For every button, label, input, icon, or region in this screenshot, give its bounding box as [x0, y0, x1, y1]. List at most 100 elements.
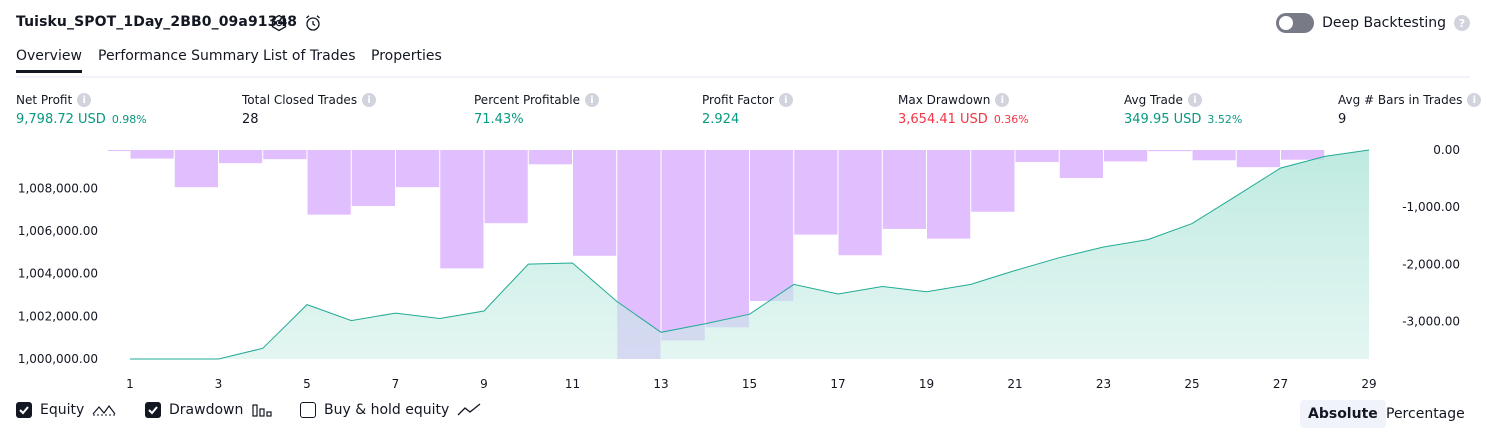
y-right-tick-label: -1,000.00 — [1402, 200, 1460, 214]
drawdown-bar — [1015, 150, 1059, 163]
equity-drawdown-chart: 1,000,000.00 1,002,000.00 1,004,000.00 1,00… — [18, 143, 1460, 391]
tab-list-of-trades[interactable]: List of Trades — [263, 48, 356, 64]
bar-chart-icon — [252, 404, 272, 417]
deep-backtesting-toggle[interactable] — [1276, 13, 1315, 33]
metric-label-text: Profit Factor — [702, 93, 774, 107]
legend-buy-hold-label: Buy & hold equity — [324, 402, 450, 418]
drawdown-bar — [307, 150, 351, 215]
percentage-button[interactable]: Percentage — [1386, 406, 1465, 422]
buy-hold-checkbox[interactable] — [300, 402, 316, 418]
tab-overview[interactable]: Overview — [16, 48, 82, 73]
info-icon[interactable]: i — [1187, 93, 1202, 107]
metric-percent-profitable: Percent Profitable i 71.43% — [474, 93, 599, 127]
info-icon[interactable]: i — [778, 93, 793, 107]
metric-profit-factor: Profit Factor i 2.924 — [702, 93, 793, 127]
absolute-button[interactable]: Absolute — [1300, 400, 1386, 428]
x-tick-label: 5 — [303, 377, 311, 391]
metric-value: 71.43% — [474, 112, 524, 127]
drawdown-bar — [219, 150, 263, 164]
tab-properties[interactable]: Properties — [371, 48, 442, 64]
drawdown-bar — [1148, 150, 1192, 152]
legend-drawdown[interactable]: Drawdown — [145, 402, 273, 418]
x-tick-label: 29 — [1361, 377, 1376, 391]
metric-value-row: 349.95 USD 3.52% — [1124, 112, 1242, 127]
metric-label: Avg Trade i — [1124, 93, 1242, 107]
x-tick-label: 3 — [215, 377, 223, 391]
drawdown-bar — [705, 150, 749, 328]
y-left-tick-label: 1,006,000.00 — [18, 224, 98, 238]
drawdown-bar — [440, 150, 484, 269]
metric-value: 9,798.72 USD — [16, 112, 106, 127]
drawdown-bar — [838, 150, 882, 256]
drawdown-bar — [396, 150, 440, 188]
metric-label-text: Net Profit — [16, 93, 73, 107]
tab-performance-summary[interactable]: Performance Summary — [98, 48, 259, 64]
metric-value: 9 — [1338, 112, 1347, 127]
drawdown-checkbox[interactable] — [145, 402, 161, 418]
x-tick-label: 9 — [480, 377, 488, 391]
info-icon[interactable]: i — [995, 93, 1010, 107]
deep-backtesting-label: Deep Backtesting — [1322, 15, 1446, 31]
metric-value-row: 9,798.72 USD 0.98% — [16, 112, 147, 127]
metric-label: Profit Factor i — [702, 93, 793, 107]
drawdown-bar — [484, 150, 528, 224]
y-right-tick-label: -3,000.00 — [1402, 315, 1460, 329]
info-icon[interactable]: i — [362, 93, 377, 107]
drawdown-bar — [263, 150, 307, 160]
metric-value: 2.924 — [702, 112, 740, 127]
x-tick-label: 13 — [653, 377, 668, 391]
alarm-clock-icon[interactable] — [303, 13, 323, 33]
help-icon[interactable]: ? — [1454, 15, 1470, 31]
metric-avg-bars-in-trades: Avg # Bars in Trades i 9 — [1338, 93, 1482, 127]
metric-label-text: Total Closed Trades — [242, 93, 358, 107]
legend-buy-hold[interactable]: Buy & hold equity — [300, 402, 481, 418]
y-left-tick-label: 1,008,000.00 — [18, 181, 98, 195]
deep-backtesting-control: Deep Backtesting ? — [1276, 13, 1470, 33]
trend-line-icon — [457, 403, 481, 416]
drawdown-bar — [528, 150, 572, 165]
info-icon[interactable]: i — [1467, 93, 1482, 107]
info-icon[interactable]: i — [584, 93, 599, 107]
drawdown-bar — [882, 150, 926, 229]
x-tick-label: 7 — [392, 377, 400, 391]
drawdown-bar — [1192, 150, 1236, 161]
drawdown-bar — [794, 150, 838, 235]
metric-total-closed-trades: Total Closed Trades i 28 — [242, 93, 377, 127]
metric-label-text: Avg Trade — [1124, 93, 1183, 107]
x-tick-label: 21 — [1007, 377, 1022, 391]
y-left-tick-label: 1,004,000.00 — [18, 267, 98, 281]
equity-checkbox[interactable] — [16, 402, 32, 418]
drawdown-bar — [927, 150, 971, 239]
metric-avg-trade: Avg Trade i 349.95 USD 3.52% — [1124, 93, 1242, 127]
x-tick-label: 27 — [1273, 377, 1288, 391]
metric-label: Max Drawdown i — [898, 93, 1029, 107]
drawdown-bar — [750, 150, 794, 301]
equity-area — [130, 150, 1369, 359]
gear-icon — [271, 14, 287, 32]
x-tick-label: 15 — [742, 377, 757, 391]
metric-value: 349.95 USD — [1124, 112, 1202, 127]
metric-label: Avg # Bars in Trades i — [1338, 93, 1482, 107]
metric-value-row: 71.43% — [474, 112, 599, 127]
metric-label-text: Percent Profitable — [474, 93, 580, 107]
metric-max-drawdown: Max Drawdown i 3,654.41 USD 0.36% — [898, 93, 1029, 127]
legend-equity[interactable]: Equity — [16, 402, 116, 418]
alert-icon — [306, 15, 320, 31]
y-left-tick-label: 1,000,000.00 — [18, 352, 98, 366]
y-right-tick-label: 0.00 — [1433, 143, 1460, 157]
metric-label: Total Closed Trades i — [242, 93, 377, 107]
info-icon[interactable]: i — [77, 93, 92, 107]
x-tick-label: 11 — [565, 377, 580, 391]
metric-label: Percent Profitable i — [474, 93, 599, 107]
drawdown-bar — [1059, 150, 1103, 179]
drawdown-bar — [174, 150, 218, 188]
equity-line-icon — [92, 404, 116, 416]
drawdown-bar — [1104, 150, 1148, 162]
metric-value-row: 3,654.41 USD 0.36% — [898, 112, 1029, 127]
drawdown-bar — [130, 150, 174, 159]
settings-gear-icon[interactable] — [269, 13, 289, 33]
metric-percent: 3.52% — [1207, 113, 1243, 126]
metric-value-row: 28 — [242, 112, 376, 127]
y-right-tick-label: -2,000.00 — [1402, 257, 1460, 271]
x-tick-label: 17 — [830, 377, 845, 391]
